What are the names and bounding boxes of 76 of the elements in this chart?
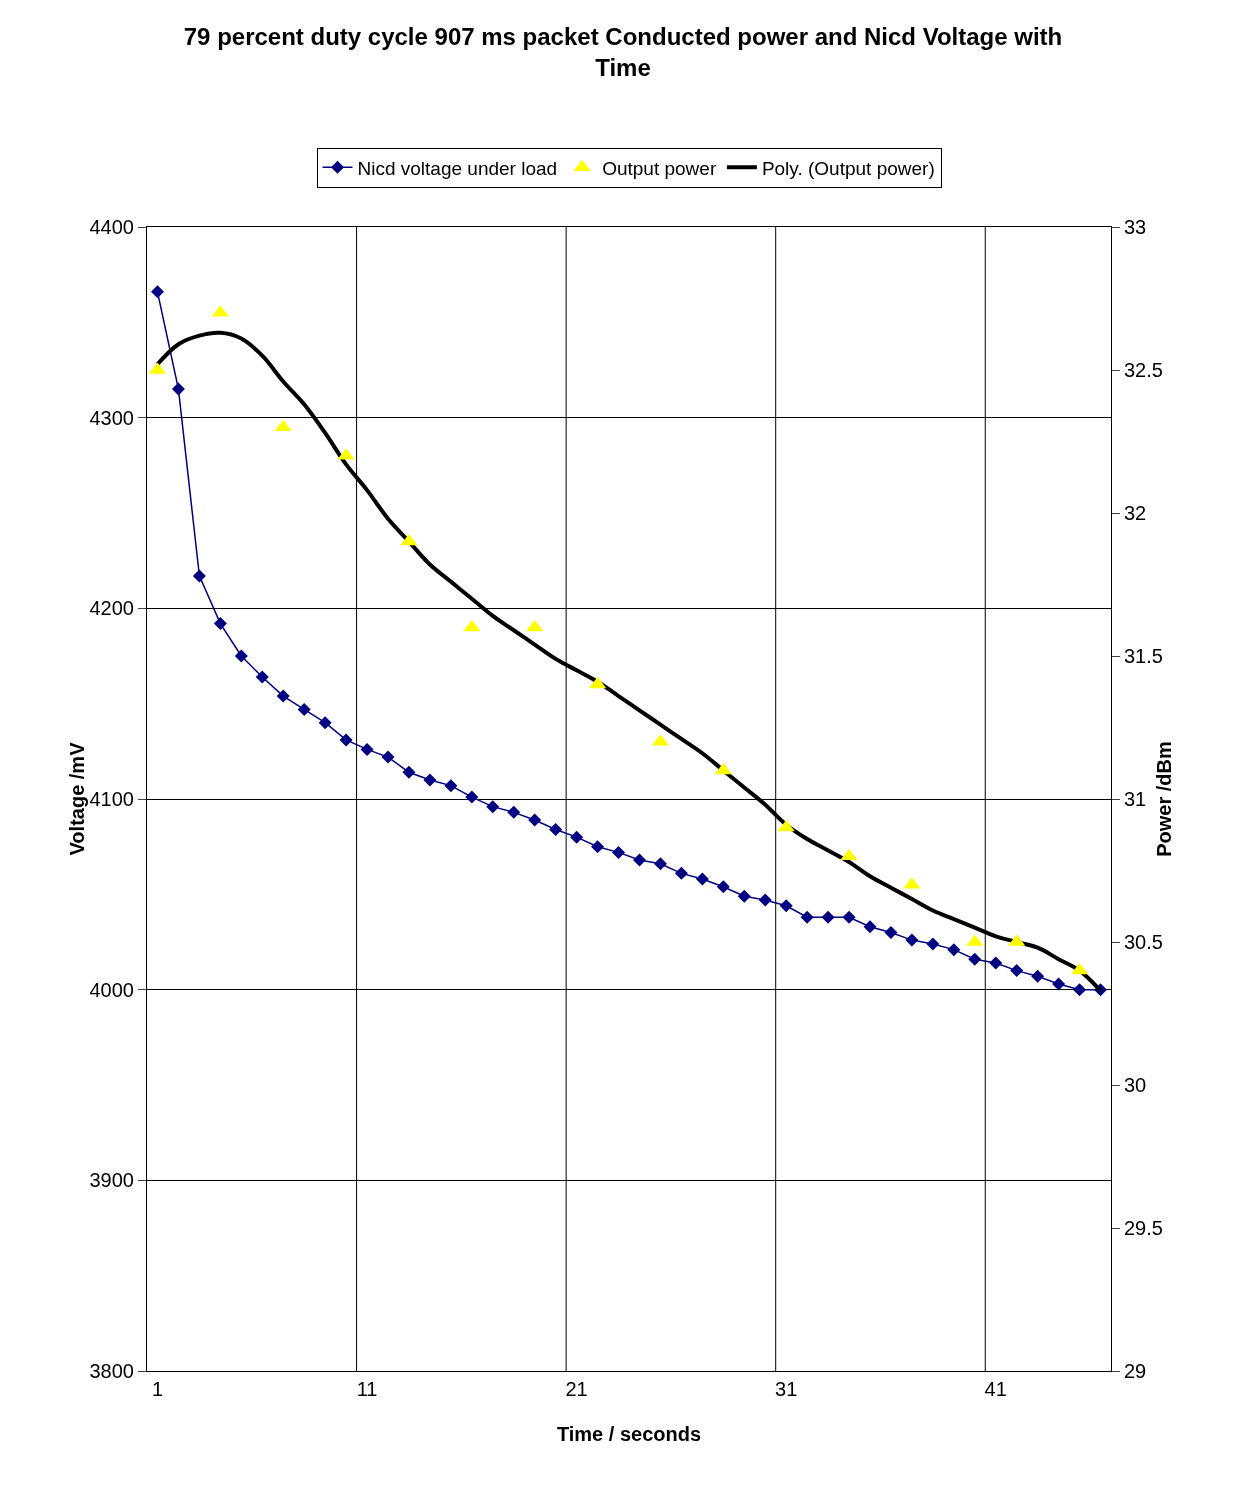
- point: [800, 910, 814, 924]
- y-tick-label: 4200: [89, 597, 134, 620]
- point: [714, 762, 732, 775]
- y-tick-label: 3900: [89, 1169, 134, 1192]
- y2-tick-label: 30.5: [1124, 931, 1163, 953]
- point: [297, 702, 311, 716]
- y-tick-label: 4100: [89, 788, 134, 810]
- y-tick-label: 4300: [89, 406, 134, 429]
- point: [863, 920, 877, 934]
- point: [402, 765, 416, 779]
- point: [674, 866, 688, 880]
- point: [842, 910, 856, 924]
- point: [360, 742, 374, 756]
- point: [1031, 969, 1045, 983]
- point: [1010, 964, 1024, 978]
- point: [213, 617, 227, 631]
- point: [444, 779, 458, 793]
- point: [463, 619, 481, 632]
- chart-title: 79 percent duty cycle 907 ms packet Conducted power and Nicd Voltage with Time: [183, 23, 1063, 82]
- point: [1073, 983, 1087, 997]
- point: [486, 800, 500, 814]
- y-tick-label: 4400: [89, 216, 134, 238]
- y2-tick-label: 29: [1124, 1360, 1147, 1382]
- y2-tick-label: 33: [1124, 216, 1147, 238]
- point: [989, 956, 1003, 970]
- point: [905, 933, 919, 947]
- legend-label: Poly. (Output power): [761, 157, 935, 179]
- point: [926, 937, 940, 951]
- point: [171, 382, 185, 396]
- y2-tick-label: 32: [1124, 502, 1147, 524]
- point: [465, 790, 479, 804]
- y2-tick-label: 30: [1124, 1074, 1147, 1096]
- point: [192, 569, 206, 583]
- y2-tick-label: 31: [1124, 788, 1147, 810]
- point: [255, 670, 269, 684]
- point: [339, 733, 353, 747]
- point: [234, 649, 248, 663]
- point: [653, 857, 667, 871]
- point: [612, 845, 626, 859]
- point: [423, 773, 437, 787]
- y2-tick-label: 29.5: [1124, 1217, 1163, 1239]
- y2-tick-label: 31.5: [1124, 645, 1163, 667]
- point: [695, 872, 709, 886]
- x-axis-title: Time / seconds: [556, 1423, 702, 1445]
- point: [381, 750, 395, 764]
- y2-tick-label: 32.5: [1124, 359, 1163, 381]
- point: [150, 285, 164, 299]
- point: [758, 893, 772, 907]
- y-tick-label: 3800: [89, 1360, 134, 1382]
- point: [276, 689, 290, 703]
- point: [528, 813, 542, 827]
- x-tick-label: 21: [565, 1378, 588, 1400]
- point: [716, 880, 730, 894]
- point: [549, 823, 563, 837]
- point: [737, 889, 751, 903]
- point: [591, 840, 605, 854]
- x-tick-label: 41: [984, 1378, 1007, 1400]
- point: [779, 899, 793, 913]
- y-axis-title: Voltage /mV: [65, 741, 88, 856]
- point: [507, 805, 521, 819]
- legend-label: Nicd voltage under load: [357, 157, 558, 179]
- y2-axis-title: Power /dBm: [1153, 741, 1175, 857]
- point: [632, 853, 646, 867]
- legend-label: Output power: [602, 157, 717, 179]
- x-tick-label: 1: [151, 1378, 164, 1400]
- y-tick-label: 4000: [89, 978, 134, 1001]
- point: [968, 952, 982, 966]
- point: [821, 910, 835, 924]
- point: [570, 830, 584, 844]
- point: [526, 619, 544, 632]
- point: [1052, 977, 1066, 991]
- x-tick-label: 11: [356, 1378, 378, 1400]
- point: [318, 716, 332, 730]
- x-tick-label: 31: [775, 1378, 798, 1400]
- point: [884, 925, 898, 939]
- point: [947, 943, 961, 957]
